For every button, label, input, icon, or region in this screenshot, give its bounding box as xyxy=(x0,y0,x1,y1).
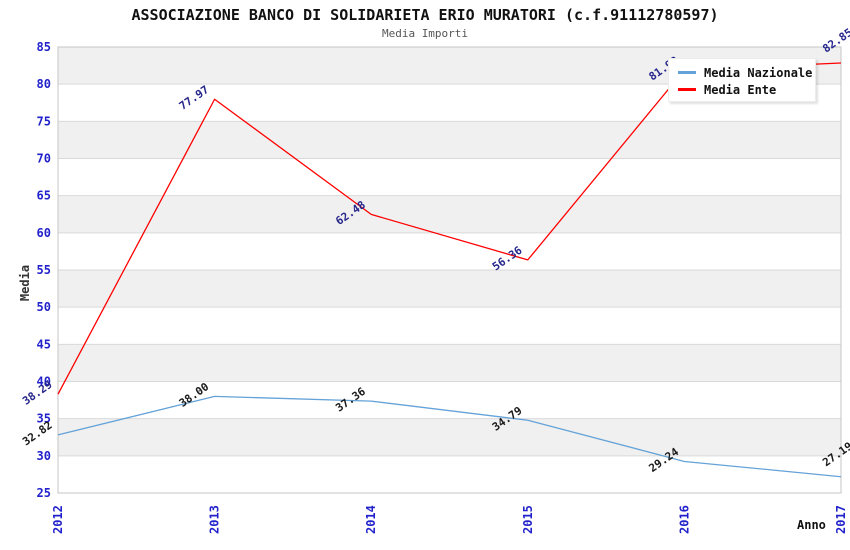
chart-title: ASSOCIAZIONE BANCO DI SOLIDARIETA ERIO M… xyxy=(131,6,719,24)
y-tick-label: 25 xyxy=(37,486,51,500)
grid-band xyxy=(58,195,841,233)
grid-band xyxy=(58,121,841,159)
legend-label-media-ente: Media Ente xyxy=(704,82,777,97)
x-tick-label: 2012 xyxy=(51,505,65,534)
grid-band xyxy=(58,270,841,308)
plot-border xyxy=(57,46,842,494)
grid-band xyxy=(58,307,841,345)
grid-band xyxy=(58,344,841,382)
y-tick-label: 60 xyxy=(37,226,51,240)
y-tick-label: 55 xyxy=(37,263,51,277)
y-tick-label: 85 xyxy=(37,40,51,54)
legend-item-media-nazionale: Media Nazionale xyxy=(678,64,812,81)
y-tick-label: 50 xyxy=(37,300,51,314)
media-nazionale-swatch-icon xyxy=(678,71,696,74)
grid-band xyxy=(58,418,841,456)
grid-band xyxy=(58,381,841,419)
x-tick-label: 2014 xyxy=(364,505,378,534)
y-tick-label: 70 xyxy=(37,152,51,166)
media-ente-swatch-icon xyxy=(678,88,696,91)
y-tick-label: 80 xyxy=(37,77,51,91)
y-tick-label: 30 xyxy=(37,449,51,463)
y-tick-label: 75 xyxy=(37,114,51,128)
grid-band xyxy=(58,158,841,196)
chart-subtitle: Media Importi xyxy=(381,27,469,40)
grid-band xyxy=(58,455,841,493)
y-tick-label: 65 xyxy=(37,189,51,203)
x-tick-label: 2017 xyxy=(834,505,848,534)
x-tick-label: 2013 xyxy=(208,505,222,534)
y-tick-label: 35 xyxy=(37,412,51,426)
chart-legend: Media Nazionale Media Ente xyxy=(668,58,816,102)
x-tick-label: 2015 xyxy=(521,505,535,534)
x-tick-label: 2016 xyxy=(677,505,691,534)
legend-item-media-ente: Media Ente xyxy=(678,81,806,98)
grid-band xyxy=(58,232,841,270)
y-tick-label: 40 xyxy=(37,375,51,389)
legend-label-media-nazionale: Media Nazionale xyxy=(704,65,813,80)
y-axis-title: Media xyxy=(18,264,32,302)
series-line-media-nazionale xyxy=(57,395,842,478)
x-axis-title: Anno xyxy=(797,518,826,532)
y-tick-label: 45 xyxy=(37,337,51,351)
